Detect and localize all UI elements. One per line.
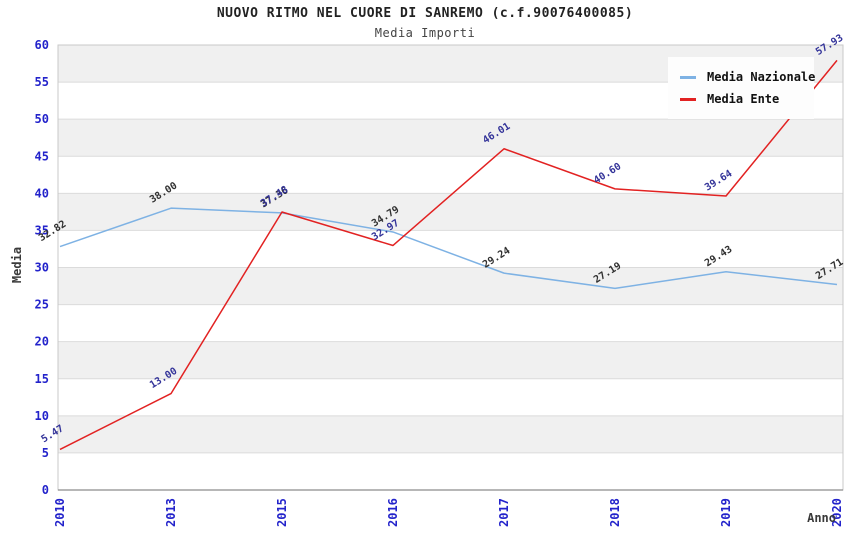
x-tick-label: 2018 [608, 498, 622, 527]
background-band [58, 415, 843, 453]
background-band [58, 304, 843, 342]
y-tick-label: 35 [35, 223, 49, 237]
y-tick-label: 50 [35, 112, 49, 126]
y-tick-label: 15 [35, 372, 49, 386]
series-line-media-nazionale [59, 207, 838, 290]
x-tick-label: 2019 [719, 498, 733, 527]
x-tick-label: 2016 [386, 498, 400, 527]
y-tick-label: 30 [35, 261, 49, 275]
x-tick-label: 2017 [497, 498, 511, 527]
background-band [58, 230, 843, 268]
chart-subtitle: Media Importi [374, 26, 476, 40]
y-tick-label: 20 [35, 335, 49, 349]
x-tick-label: 2013 [164, 498, 178, 527]
y-axis-title: Media [10, 246, 24, 284]
series-line-media-ente [59, 59, 838, 451]
y-tick-label: 40 [35, 186, 49, 200]
x-tick-label: 2020 [830, 498, 844, 527]
background-band [58, 267, 843, 305]
y-tick-label: 25 [35, 298, 49, 312]
legend-item-media-ente: Media Ente [680, 88, 814, 110]
legend-label-media-ente: Media Ente [707, 92, 780, 106]
background-band [58, 378, 843, 416]
background-band [58, 156, 843, 194]
y-tick-label: 60 [35, 38, 49, 52]
background-band [58, 452, 843, 490]
legend-label-media-nazionale: Media Nazionale [707, 70, 816, 84]
legend-swatch-media-ente [680, 97, 696, 101]
background-band [58, 341, 843, 379]
background-band [58, 193, 843, 231]
y-tick-label: 55 [35, 75, 49, 89]
y-tick-label: 0 [42, 483, 49, 497]
background-band [58, 119, 843, 157]
chart-title: NUOVO RITMO NEL CUORE DI SANREMO (c.f.90… [216, 6, 634, 21]
x-axis-title: Anno [807, 511, 836, 525]
x-tick-label: 2010 [53, 498, 67, 527]
legend-item-media-nazionale: Media Nazionale [680, 66, 816, 88]
legend-swatch-media-nazionale [680, 75, 696, 79]
y-tick-label: 10 [35, 409, 49, 423]
x-tick-label: 2015 [275, 498, 289, 527]
legend: Media Nazionale Media Ente [668, 57, 816, 119]
y-tick-label: 45 [35, 149, 49, 163]
y-tick-label: 5 [42, 446, 49, 460]
